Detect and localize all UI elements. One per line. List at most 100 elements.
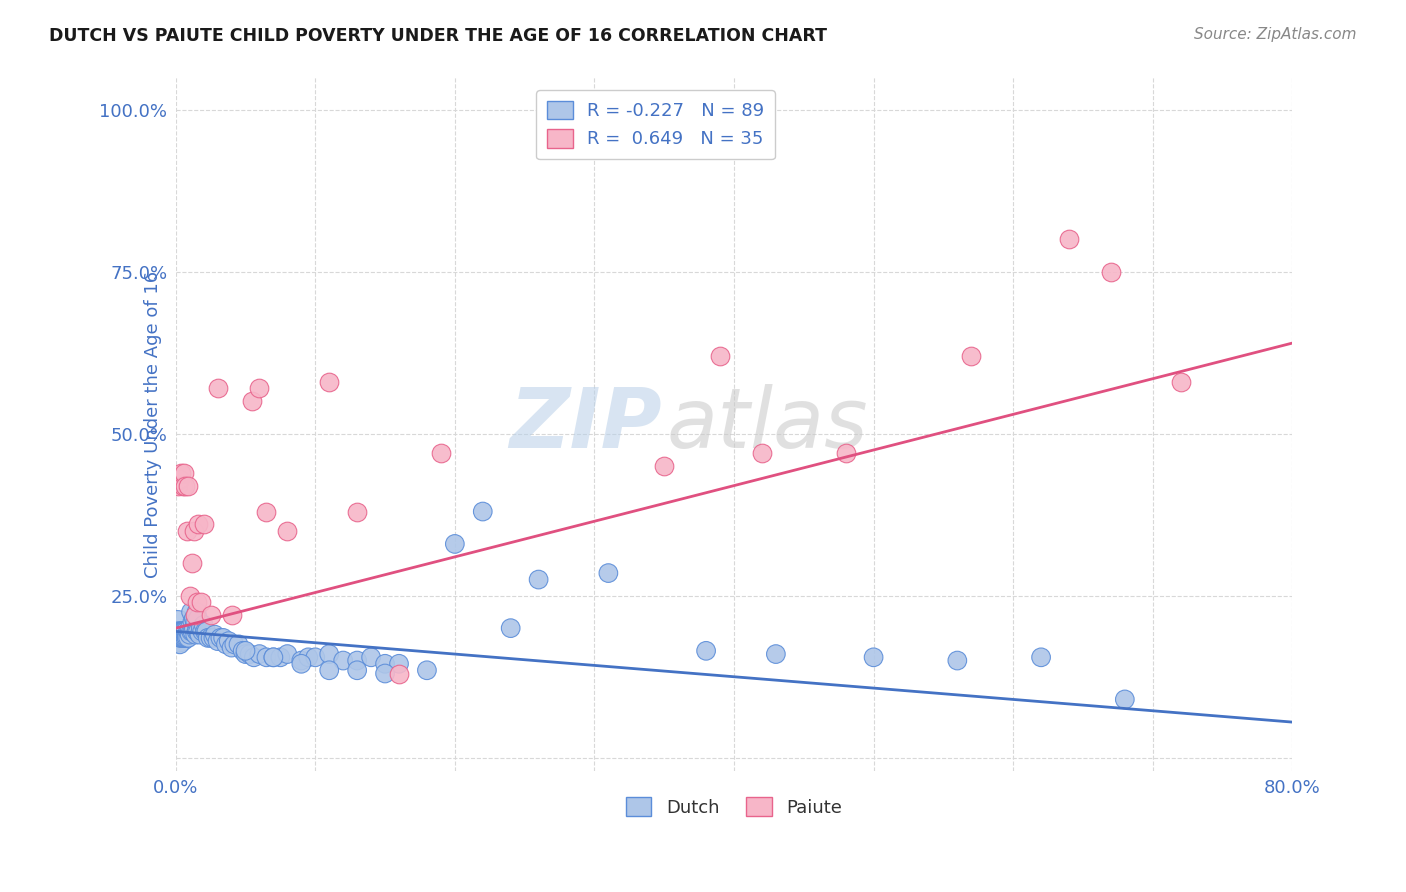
Point <box>862 650 884 665</box>
Point <box>183 611 205 625</box>
Point <box>1099 265 1122 279</box>
Point <box>430 446 453 460</box>
Point <box>374 666 396 681</box>
Point <box>197 631 219 645</box>
Point <box>187 624 209 639</box>
Point <box>172 624 194 639</box>
Point <box>181 624 204 639</box>
Y-axis label: Child Poverty Under the Age of 16: Child Poverty Under the Age of 16 <box>143 270 162 578</box>
Point <box>181 615 204 629</box>
Point <box>177 624 200 639</box>
Point <box>374 657 396 671</box>
Point <box>499 621 522 635</box>
Point <box>232 644 254 658</box>
Point <box>172 478 194 492</box>
Point <box>318 663 340 677</box>
Point <box>169 631 191 645</box>
Point <box>191 624 214 639</box>
Point <box>297 650 319 665</box>
Point <box>173 624 195 639</box>
Point <box>471 504 494 518</box>
Point <box>194 624 217 639</box>
Point <box>187 611 209 625</box>
Point <box>388 657 411 671</box>
Point <box>193 517 215 532</box>
Point <box>170 624 193 639</box>
Point <box>177 631 200 645</box>
Point <box>360 650 382 665</box>
Point <box>167 478 190 492</box>
Point <box>180 605 202 619</box>
Point <box>751 446 773 460</box>
Point <box>207 634 229 648</box>
Point <box>224 637 246 651</box>
Point <box>946 654 969 668</box>
Point <box>183 621 205 635</box>
Point <box>204 627 226 641</box>
Point <box>318 647 340 661</box>
Point <box>262 650 284 665</box>
Point <box>290 657 312 671</box>
Point <box>346 504 368 518</box>
Point <box>183 524 205 538</box>
Point <box>176 524 198 538</box>
Point <box>200 631 222 645</box>
Text: ZIP: ZIP <box>509 384 661 465</box>
Point <box>269 650 291 665</box>
Point <box>174 627 197 641</box>
Point <box>215 637 238 651</box>
Point <box>200 608 222 623</box>
Point <box>169 637 191 651</box>
Point <box>184 615 207 629</box>
Point <box>332 654 354 668</box>
Point <box>209 631 232 645</box>
Point <box>176 631 198 645</box>
Point <box>235 644 257 658</box>
Point <box>190 621 212 635</box>
Text: DUTCH VS PAIUTE CHILD POVERTY UNDER THE AGE OF 16 CORRELATION CHART: DUTCH VS PAIUTE CHILD POVERTY UNDER THE … <box>49 27 827 45</box>
Point <box>170 631 193 645</box>
Point <box>221 608 243 623</box>
Point <box>235 647 257 661</box>
Point <box>173 627 195 641</box>
Point <box>179 627 201 641</box>
Point <box>173 631 195 645</box>
Legend: Dutch, Paiute: Dutch, Paiute <box>619 790 849 824</box>
Point <box>186 605 208 619</box>
Point <box>249 381 271 395</box>
Point <box>190 595 212 609</box>
Point <box>186 595 208 609</box>
Point <box>180 624 202 639</box>
Point <box>243 650 266 665</box>
Point <box>173 466 195 480</box>
Point <box>174 478 197 492</box>
Point <box>212 631 235 645</box>
Point <box>276 647 298 661</box>
Point <box>262 650 284 665</box>
Point <box>304 650 326 665</box>
Point <box>169 472 191 486</box>
Point <box>388 666 411 681</box>
Point <box>179 589 201 603</box>
Point <box>186 624 208 639</box>
Point <box>254 504 277 518</box>
Point <box>184 608 207 623</box>
Point <box>1170 375 1192 389</box>
Point <box>172 631 194 645</box>
Point <box>167 624 190 639</box>
Point <box>187 517 209 532</box>
Point <box>834 446 856 460</box>
Point <box>218 634 240 648</box>
Point <box>254 650 277 665</box>
Point <box>169 624 191 639</box>
Point <box>652 459 675 474</box>
Point <box>188 627 211 641</box>
Point <box>195 624 218 639</box>
Point <box>177 478 200 492</box>
Text: atlas: atlas <box>666 384 869 465</box>
Point <box>176 627 198 641</box>
Point <box>221 640 243 655</box>
Text: Source: ZipAtlas.com: Source: ZipAtlas.com <box>1194 27 1357 42</box>
Point <box>167 624 190 639</box>
Point <box>249 647 271 661</box>
